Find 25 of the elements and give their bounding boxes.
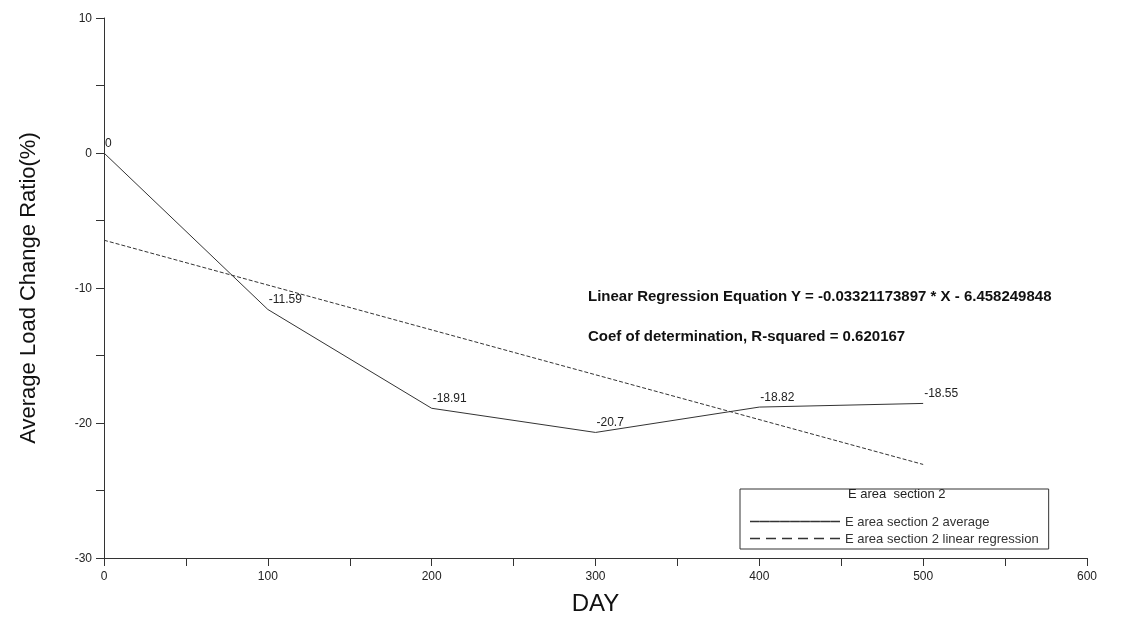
data-label: -18.55 [924, 386, 959, 401]
x-tick-label: 400 [749, 569, 770, 583]
y-tick-label: -30 [74, 551, 93, 565]
data-label: -11.59 [268, 292, 303, 307]
x-tick-label: 300 [585, 569, 606, 583]
annotation: Linear Regression Equation Y = -0.03321173897 * X - 6.458249848 [588, 287, 1052, 304]
legend-label: E area section 2 average [845, 514, 990, 529]
y-tick-label: 0 [85, 146, 93, 160]
x-tick-label: 200 [421, 569, 442, 583]
data-label: 0 [105, 136, 112, 150]
legend-label: E area section 2 linear regression [845, 531, 1039, 546]
x-axis-title: DAY [571, 588, 620, 616]
y-axis-title: Average Load Change Ratio(%) [14, 132, 40, 444]
x-tick-label: 600 [1076, 569, 1098, 583]
data-label: -18.91 [432, 391, 468, 406]
x-tick-label: 100 [257, 569, 279, 583]
data-label: -18.82 [760, 390, 795, 405]
y-tick-label: -10 [74, 281, 93, 295]
annotation: Coef of determination, R-squared = 0.620167 [588, 327, 906, 344]
y-tick-label: -20 [74, 416, 93, 430]
y-tick-label: 10 [78, 11, 93, 25]
legend-title: E area section 2 [848, 486, 946, 501]
x-tick-label: 500 [913, 569, 934, 583]
data-label: -20.7 [596, 415, 625, 430]
x-tick-label: 0 [100, 569, 108, 583]
